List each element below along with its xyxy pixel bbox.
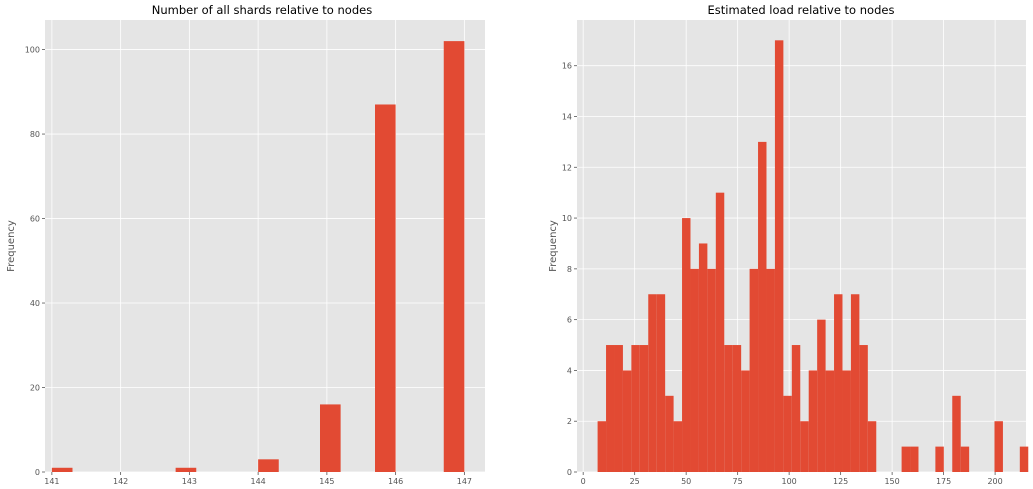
shards-histogram-bar xyxy=(443,41,465,473)
x-tick-label: 142 xyxy=(113,477,128,486)
load-histogram-bar xyxy=(715,192,725,472)
x-tick-label: 25 xyxy=(630,477,640,486)
y-tick-label: 20 xyxy=(30,384,40,393)
shards-histogram-bar xyxy=(175,467,197,472)
x-tick-label: 150 xyxy=(884,477,899,486)
load-chart: 0 25 50 75 100 125 150 175 200 0 2 4 6 8 10 12 14 16 Est… xyxy=(548,3,1029,486)
x-tick-label: 0 xyxy=(581,477,586,486)
shards-y-axis-label: Frequency xyxy=(6,220,17,272)
x-tick-label: 141 xyxy=(44,477,59,486)
load-histogram-bar xyxy=(834,294,843,472)
load-y-ticks: 0 2 4 6 8 10 12 14 16 xyxy=(562,62,577,477)
load-histogram-bar xyxy=(783,395,792,472)
y-tick-label: 8 xyxy=(567,265,572,274)
load-histogram-bar xyxy=(774,40,784,472)
y-tick-label: 100 xyxy=(25,46,40,55)
load-histogram-bar xyxy=(648,294,657,472)
load-histogram-bar xyxy=(766,268,775,472)
load-histogram-bar xyxy=(749,268,759,472)
x-tick-label: 146 xyxy=(388,477,403,486)
load-histogram-bar xyxy=(732,345,742,472)
load-histogram-bar xyxy=(850,294,860,472)
shards-chart-title: Number of all shards relative to nodes xyxy=(152,3,372,17)
y-tick-label: 0 xyxy=(35,468,40,477)
x-tick-label: 145 xyxy=(319,477,334,486)
load-histogram-bar xyxy=(614,345,623,472)
load-histogram-bar xyxy=(682,218,691,472)
x-tick-label: 143 xyxy=(182,477,197,486)
shards-plot-area xyxy=(45,20,485,472)
y-tick-label: 60 xyxy=(30,215,40,224)
shards-y-ticks: 0 20 40 60 80 100 xyxy=(25,46,45,477)
shards-histogram-bar xyxy=(375,104,396,472)
y-tick-label: 0 xyxy=(567,468,572,477)
load-histogram-bar xyxy=(901,446,911,472)
x-tick-label: 100 xyxy=(782,477,797,486)
y-tick-label: 2 xyxy=(567,417,572,426)
load-x-ticks: 0 25 50 75 100 125 150 175 200 xyxy=(581,472,1003,486)
load-histogram-bar xyxy=(825,370,835,472)
load-histogram-bar xyxy=(994,421,1003,472)
load-histogram-bar xyxy=(741,370,750,472)
load-y-axis-label: Frequency xyxy=(548,220,559,272)
load-histogram-bar xyxy=(867,421,877,472)
load-histogram-bar xyxy=(800,421,809,472)
x-tick-label: 75 xyxy=(733,477,743,486)
load-bars xyxy=(597,40,1029,472)
load-histogram-bar xyxy=(758,141,767,472)
y-tick-label: 80 xyxy=(30,130,40,139)
load-histogram-bar xyxy=(597,421,607,472)
load-histogram-bar xyxy=(960,446,970,472)
load-histogram-bar xyxy=(673,421,683,472)
load-histogram-bar xyxy=(707,268,716,472)
x-tick-label: 50 xyxy=(681,477,691,486)
load-histogram-bar xyxy=(690,268,699,472)
load-histogram-bar xyxy=(817,319,826,472)
load-histogram-bar xyxy=(1019,446,1029,472)
y-tick-label: 12 xyxy=(562,163,572,172)
shards-histogram-bar xyxy=(51,467,73,472)
load-histogram-bar xyxy=(791,345,801,472)
shards-bars xyxy=(51,41,465,473)
shards-x-ticks: 141 142 143 144 145 146 147 xyxy=(44,472,472,486)
load-histogram-bar xyxy=(935,446,944,472)
load-histogram-bar xyxy=(606,345,615,472)
y-tick-label: 6 xyxy=(567,316,572,325)
shards-chart: 141 142 143 144 145 146 147 0 20 40 60 80 100 Numbe… xyxy=(6,3,485,486)
y-tick-label: 40 xyxy=(30,299,40,308)
x-tick-label: 147 xyxy=(457,477,472,486)
y-tick-label: 10 xyxy=(562,214,572,223)
shards-histogram-bar xyxy=(258,459,279,472)
x-tick-label: 125 xyxy=(833,477,848,486)
load-histogram-bar xyxy=(910,446,919,472)
load-histogram-bar xyxy=(859,345,868,472)
load-histogram-bar xyxy=(698,243,708,472)
load-chart-title: Estimated load relative to nodes xyxy=(708,3,895,17)
load-histogram-bar xyxy=(808,370,818,472)
load-histogram-bar xyxy=(842,370,851,472)
x-tick-label: 200 xyxy=(987,477,1002,486)
load-histogram-bar xyxy=(952,395,961,472)
load-histogram-bar xyxy=(724,345,733,472)
x-tick-label: 175 xyxy=(936,477,951,486)
y-tick-label: 4 xyxy=(567,366,572,375)
load-histogram-bar xyxy=(665,395,674,472)
load-histogram-bar xyxy=(656,294,666,472)
load-histogram-bar xyxy=(631,345,640,472)
load-histogram-bar xyxy=(639,345,649,472)
x-tick-label: 144 xyxy=(250,477,265,486)
y-tick-label: 14 xyxy=(562,112,572,121)
shards-histogram-bar xyxy=(320,404,341,472)
y-tick-label: 16 xyxy=(562,62,572,71)
load-histogram-bar xyxy=(622,370,632,472)
